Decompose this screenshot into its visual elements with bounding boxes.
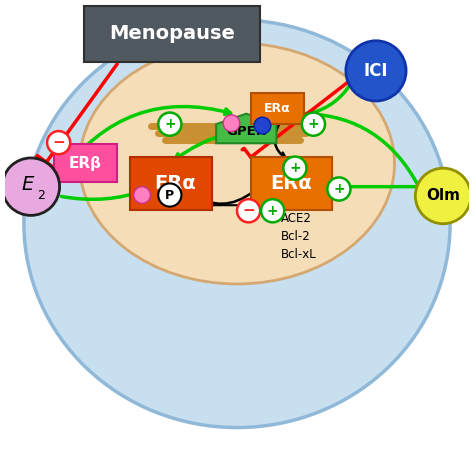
Ellipse shape: [24, 20, 450, 427]
Text: ERα: ERα: [271, 174, 312, 193]
Text: +: +: [164, 117, 176, 131]
Circle shape: [283, 157, 307, 180]
Circle shape: [237, 199, 260, 222]
Text: Menopause: Menopause: [109, 24, 235, 43]
Circle shape: [158, 113, 182, 136]
Text: −: −: [52, 135, 65, 150]
Text: 2: 2: [37, 189, 45, 201]
Text: GPER: GPER: [226, 124, 266, 137]
Text: P: P: [165, 189, 174, 201]
FancyBboxPatch shape: [54, 144, 117, 182]
FancyBboxPatch shape: [130, 157, 211, 210]
Polygon shape: [216, 114, 276, 143]
Circle shape: [302, 113, 325, 136]
Text: ACE2
Bcl-2
Bcl-xL: ACE2 Bcl-2 Bcl-xL: [281, 212, 317, 261]
Circle shape: [158, 184, 182, 206]
Text: Olm: Olm: [426, 188, 460, 204]
Circle shape: [261, 199, 284, 222]
Text: ERα: ERα: [155, 174, 197, 193]
FancyBboxPatch shape: [251, 157, 332, 210]
FancyBboxPatch shape: [251, 93, 304, 124]
Circle shape: [254, 117, 271, 134]
Text: ERα: ERα: [264, 102, 291, 115]
Circle shape: [134, 187, 150, 203]
FancyBboxPatch shape: [84, 6, 260, 62]
Circle shape: [223, 115, 240, 131]
Text: +: +: [267, 204, 279, 218]
Text: +: +: [289, 161, 301, 175]
Text: +: +: [333, 182, 345, 196]
Text: ICI: ICI: [364, 62, 388, 80]
Text: +: +: [308, 117, 319, 131]
Circle shape: [415, 168, 471, 224]
Text: ERβ: ERβ: [69, 156, 102, 171]
Ellipse shape: [80, 43, 394, 284]
Circle shape: [328, 178, 350, 200]
Circle shape: [2, 158, 60, 215]
Circle shape: [346, 41, 406, 101]
Text: E: E: [21, 175, 33, 194]
Text: −: −: [242, 203, 255, 218]
Circle shape: [47, 131, 70, 154]
